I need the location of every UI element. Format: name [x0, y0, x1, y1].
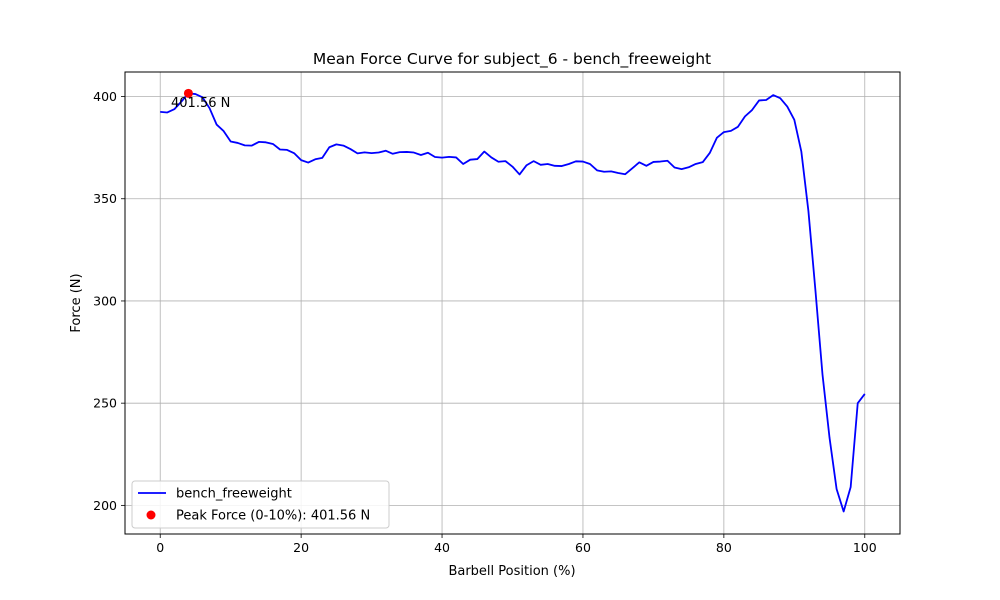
y-axis-ticks: 200 250 300 350 400: [93, 89, 125, 513]
x-tick-label: 100: [853, 540, 877, 555]
x-tick-label: 60: [575, 540, 591, 555]
y-tick-label: 250: [93, 396, 117, 411]
legend-entry-peak: Peak Force (0-10%): 401.56 N: [176, 509, 370, 524]
x-axis-label: Barbell Position (%): [448, 564, 575, 579]
series-line-bench-freeweight: [160, 92, 866, 513]
peak-annotation-label: 401.56 N: [171, 96, 230, 111]
y-tick-label: 400: [93, 89, 117, 104]
peak-force-marker: [183, 88, 193, 98]
legend-entry-series: bench_freeweight: [176, 487, 292, 502]
x-tick-label: 0: [156, 540, 164, 555]
y-tick-label: 350: [93, 191, 117, 206]
axes-frame: [124, 71, 901, 535]
x-tick-label: 20: [293, 540, 309, 555]
legend-marker-swatch: [146, 510, 156, 520]
plot-area: [160, 88, 866, 513]
x-axis-ticks: 0 20 40 60 80 100: [156, 534, 877, 555]
x-tick-label: 80: [716, 540, 732, 555]
y-tick-label: 200: [93, 498, 117, 513]
chart-title: Mean Force Curve for subject_6 - bench_f…: [313, 50, 711, 69]
legend: bench_freeweight Peak Force (0-10%): 401…: [131, 480, 390, 529]
y-tick-label: 300: [93, 293, 117, 308]
y-axis-label: Force (N): [69, 273, 84, 332]
x-tick-label: 40: [434, 540, 450, 555]
legend-box: [131, 480, 390, 529]
